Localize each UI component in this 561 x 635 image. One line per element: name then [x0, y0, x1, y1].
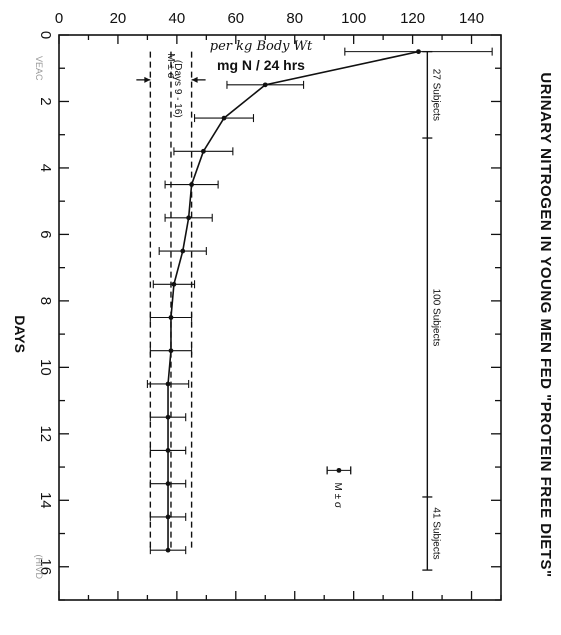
x-tick-label-14: 14	[37, 492, 54, 509]
data-point-day-5.5	[186, 215, 192, 221]
subject-groups: 27 Subjects 100 Subjects 41 Subjects	[422, 50, 441, 571]
subject-group-label-0: 27 Subjects	[430, 69, 441, 121]
data-point-day-7.5	[171, 281, 177, 287]
data-point-day-6.5	[180, 248, 186, 254]
data-point-day-4.5	[189, 182, 194, 187]
data-point-day-9.5	[168, 348, 174, 354]
data-point-day-13.5	[165, 481, 171, 487]
legend-marker-point	[336, 467, 342, 473]
x-tick-label-2: 2	[37, 97, 54, 105]
data-point-day-2.5	[221, 115, 227, 121]
mean-band: M ± σ(Days 9 - 16)	[136, 51, 206, 551]
legend-marker-label: M ± σ	[332, 483, 343, 509]
x-tick-label-0: 0	[37, 31, 54, 39]
band-marker-lower-arrow	[144, 76, 151, 83]
y-tick-label-80: 80	[286, 10, 303, 27]
margin-note-0: VEAC	[34, 56, 44, 81]
margin-note-1: (HIVD	[34, 555, 44, 580]
x-tick-label-12: 12	[37, 425, 54, 442]
x-tick-label-6: 6	[37, 230, 54, 238]
subject-group-label-1: 100 Subjects	[430, 289, 441, 347]
axes: 0 2 4 6 8 10 12 14 16 0 20 40 60 80 100 120 140	[37, 10, 502, 601]
chart-title: URINARY NITROGEN IN YOUNG MEN FED "PROTE…	[537, 72, 554, 577]
y-tick-label-140: 140	[459, 10, 484, 27]
x-tick-label-8: 8	[37, 297, 54, 305]
data-point-day-0.5	[416, 49, 421, 55]
band-marker-label: M ± σ	[165, 53, 176, 79]
x-tick-label-10: 10	[37, 359, 54, 376]
y-tick-label-40: 40	[169, 10, 186, 27]
plot-frame	[58, 34, 502, 601]
data-point-day-3.5	[200, 148, 206, 154]
data-point-day-12.5	[165, 448, 171, 453]
band-marker-sublabel: (Days 9 - 16)	[172, 60, 183, 118]
band-marker-upper-arrow	[191, 76, 198, 83]
data-point-day-14.5	[165, 514, 171, 520]
x-tick-label-4: 4	[37, 164, 54, 172]
data-point-day-10.5	[165, 381, 171, 387]
series-line: M ± σ	[146, 47, 493, 555]
data-point-day-15.5	[165, 547, 171, 553]
subject-group-label-2: 41 Subjects	[430, 507, 441, 559]
y-tick-label-60: 60	[227, 10, 244, 27]
y-axis-handwritten-label: per kg Body Wt	[210, 39, 313, 54]
x-axis-title: DAYS	[12, 315, 28, 353]
y-tick-label-120: 120	[400, 10, 425, 27]
data-point-day-1.5	[262, 82, 268, 88]
margin-notes: VEAC (HIVD	[34, 56, 44, 580]
y-tick-label-0: 0	[55, 10, 63, 27]
data-point-day-8.5	[168, 315, 174, 320]
y-tick-label-20: 20	[110, 10, 127, 27]
x-tick-label-16: 16	[37, 558, 54, 575]
y-tick-label-100: 100	[341, 10, 366, 27]
series-polyline	[167, 50, 419, 551]
data-point-day-11.5	[165, 414, 171, 420]
y-axis-title: mg N / 24 hrs	[217, 57, 305, 73]
